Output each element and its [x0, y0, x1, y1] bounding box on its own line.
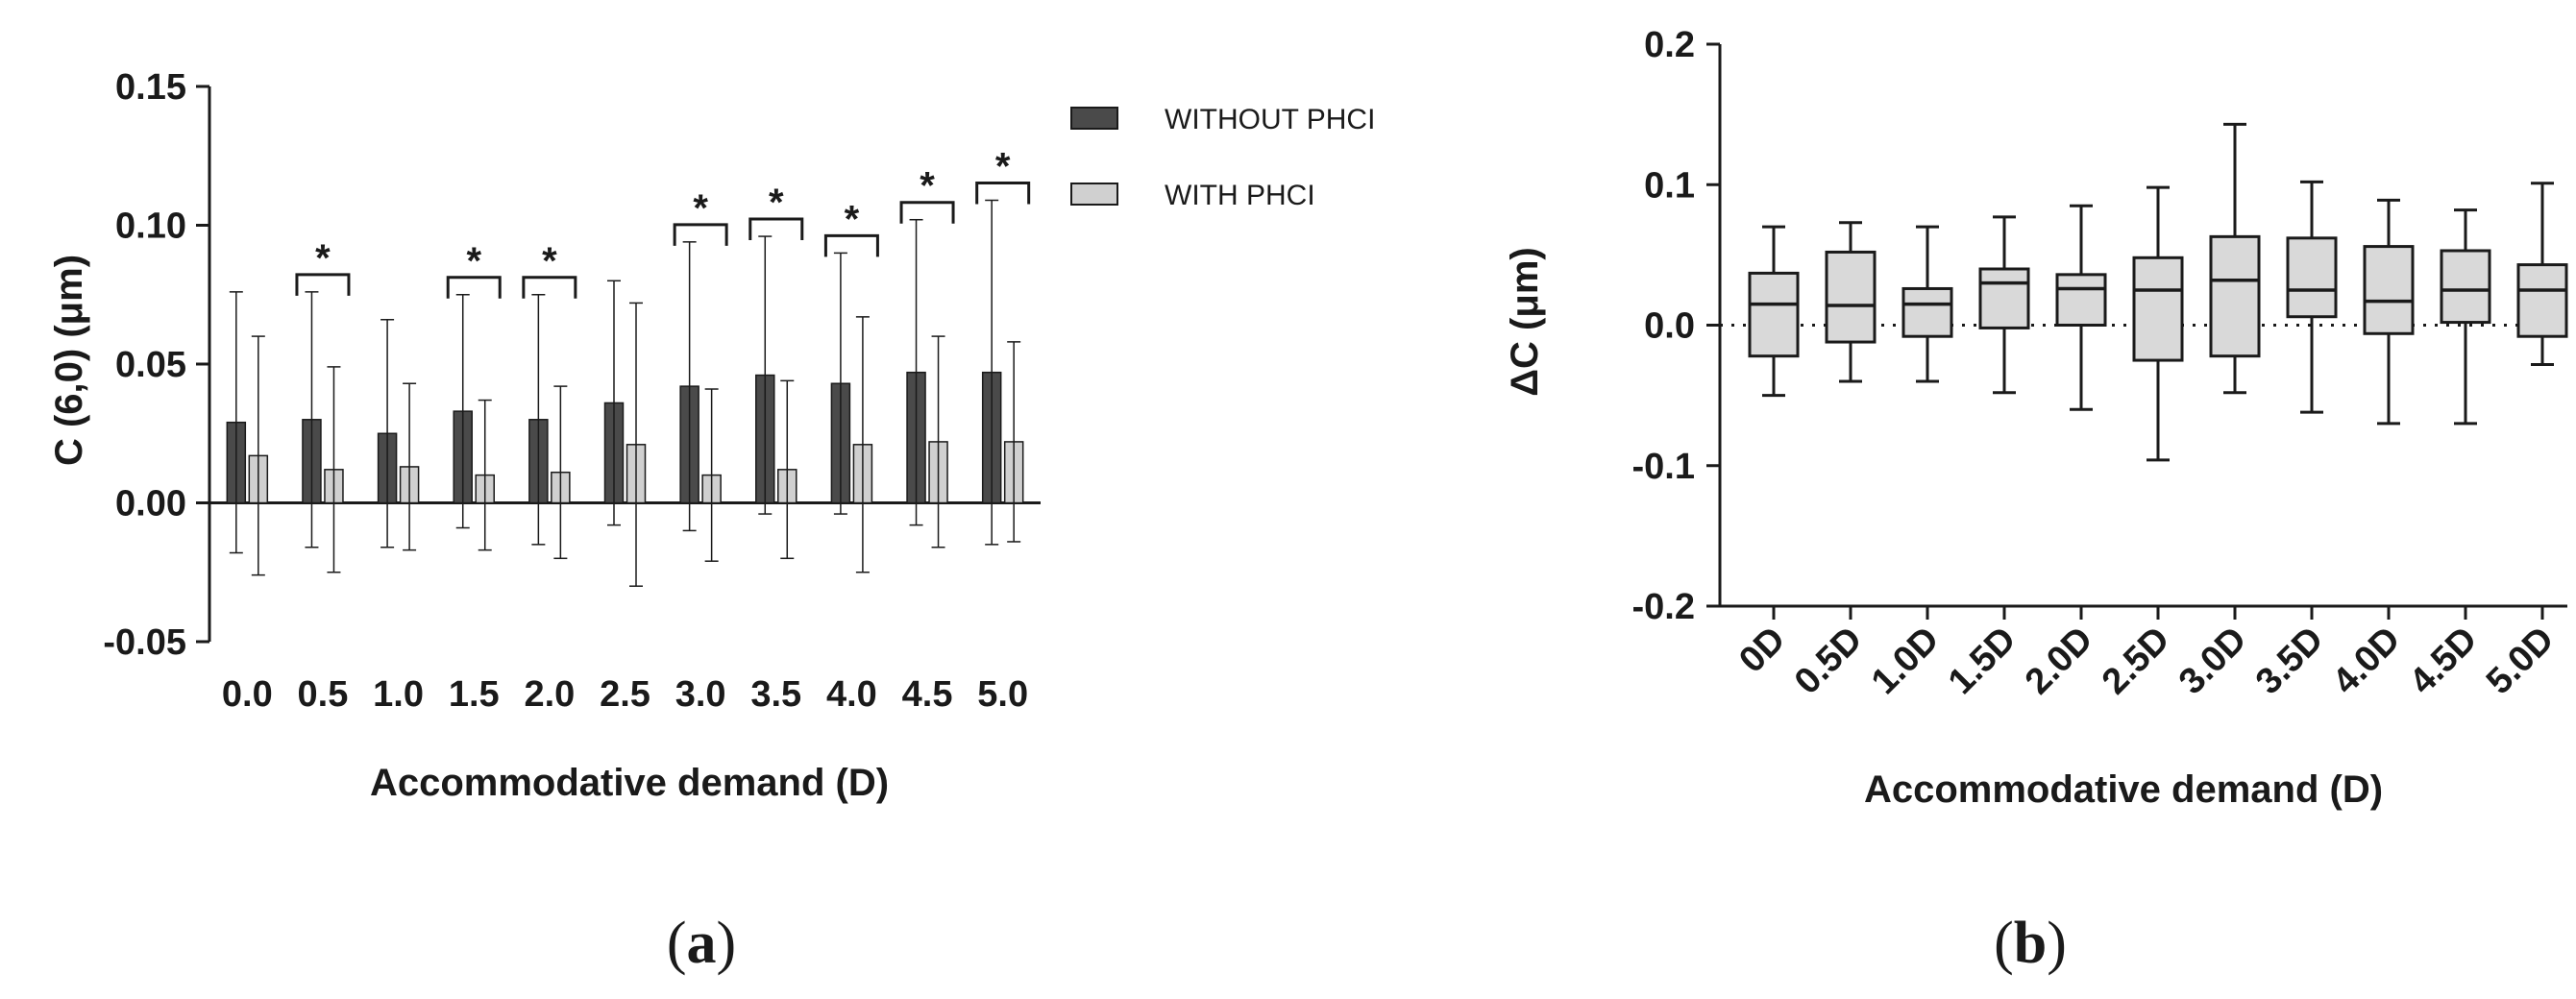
x-tick-label: 0.5	[298, 674, 349, 715]
x-tick-label: 2.0	[524, 674, 575, 715]
x-tick-label: 4.5	[902, 674, 953, 715]
y-tick-label-b: 0.0	[1644, 306, 1695, 347]
legend-label-without-phci: WITHOUT PHCI	[1165, 104, 1375, 135]
box	[2516, 263, 2568, 338]
significance-star: *	[845, 198, 860, 240]
x-tick-label-b: 1.5D	[1941, 620, 2024, 702]
y-axis-title: C (6,0) (μm)	[48, 255, 90, 466]
y-tick-label-b: 0.1	[1644, 165, 1695, 206]
panel-label-a: (a)	[667, 911, 736, 976]
significance-bracket	[522, 276, 577, 299]
legend-swatch-with-phci	[1070, 183, 1118, 206]
y-tick-label: -0.05	[103, 622, 186, 663]
box	[2055, 273, 2107, 328]
x-tick-label: 2.5	[600, 674, 650, 715]
x-axis-title: Accommodative demand (D)	[370, 762, 889, 804]
box	[2363, 245, 2415, 335]
bar-chart-panel: C (6,0) (μm) Accommodative demand (D) WI…	[48, 67, 1375, 976]
significance-star: *	[920, 165, 935, 207]
box-plot-panel: ΔC (μm) Accommodative demand (D) (b) -0.…	[1504, 25, 2568, 976]
y-tick-label-b: -0.1	[1632, 447, 1695, 487]
x-tick-label-b: 3.0D	[2171, 620, 2254, 702]
x-tick-label: 0.0	[222, 674, 273, 715]
significance-star: *	[466, 240, 481, 282]
x-tick-label: 1.0	[373, 674, 424, 715]
box	[2209, 234, 2261, 358]
y-tick-label: 0.00	[115, 484, 186, 524]
x-tick-label: 4.0	[826, 674, 877, 715]
x-tick-label-b: 0.5D	[1787, 620, 1870, 702]
box	[1748, 271, 1800, 358]
box	[1901, 286, 1953, 338]
significance-bracket	[975, 181, 1031, 205]
y-tick-label: 0.05	[115, 345, 186, 385]
x-tick-label-b: 2.0D	[2018, 620, 2100, 702]
significance-bracket	[748, 217, 804, 241]
box	[2440, 249, 2491, 325]
x-tick-label: 1.5	[449, 674, 500, 715]
box	[1825, 250, 1877, 344]
box	[2286, 236, 2338, 319]
significance-bracket	[899, 201, 955, 224]
box	[1978, 267, 2030, 329]
panel-label-b: (b)	[1994, 911, 2067, 976]
y-axis-title-b: ΔC (μm)	[1504, 247, 1546, 396]
significance-star: *	[315, 237, 331, 280]
x-tick-label-b: 5.0D	[2479, 620, 2562, 702]
significance-bracket	[823, 233, 879, 257]
legend-swatch-without-phci	[1070, 107, 1118, 130]
x-tick-label-b: 4.0D	[2325, 620, 2408, 702]
x-axis-title-b: Accommodative demand (D)	[1864, 768, 2383, 811]
x-tick-label-b: 4.5D	[2402, 620, 2485, 702]
legend: WITHOUT PHCI WITH PHCI	[1070, 104, 1375, 211]
y-tick-label-b: 0.2	[1644, 25, 1695, 65]
legend-label-with-phci: WITH PHCI	[1165, 180, 1315, 211]
x-tick-label-b: 1.0D	[1864, 620, 1947, 702]
x-tick-label-b: 3.5D	[2248, 620, 2331, 702]
y-tick-label-b: -0.2	[1632, 587, 1695, 627]
box	[2132, 256, 2184, 362]
significance-star: *	[769, 182, 784, 224]
significance-star: *	[693, 187, 708, 230]
x-tick-label: 3.0	[675, 674, 726, 715]
significance-bracket	[673, 223, 728, 246]
y-tick-label: 0.15	[115, 67, 186, 108]
x-tick-label-b: 0D	[1731, 620, 1793, 681]
x-tick-label-b: 2.5D	[2095, 620, 2177, 702]
x-tick-label: 5.0	[977, 674, 1028, 715]
x-tick-label: 3.5	[750, 674, 801, 715]
significance-bracket	[295, 273, 351, 296]
significance-bracket	[446, 276, 502, 299]
significance-star: *	[542, 240, 557, 282]
y-tick-label: 0.10	[115, 207, 186, 247]
significance-star: *	[995, 145, 1011, 187]
